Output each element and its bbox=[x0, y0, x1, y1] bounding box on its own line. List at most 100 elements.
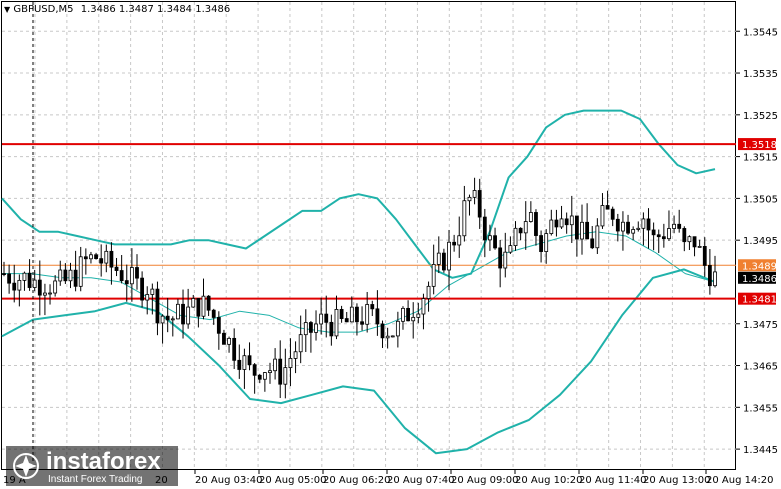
candle[interactable] bbox=[559, 205, 564, 230]
candle[interactable] bbox=[89, 251, 93, 264]
candle[interactable] bbox=[528, 201, 533, 223]
candle[interactable] bbox=[32, 269, 37, 292]
candle[interactable] bbox=[309, 320, 313, 353]
candle[interactable] bbox=[605, 190, 610, 210]
candle[interactable] bbox=[482, 208, 487, 258]
candle[interactable] bbox=[360, 306, 364, 331]
candle[interactable] bbox=[539, 230, 543, 263]
candle[interactable] bbox=[431, 244, 436, 295]
candle[interactable] bbox=[27, 259, 32, 291]
candle[interactable] bbox=[94, 252, 98, 260]
candle[interactable] bbox=[114, 257, 119, 277]
candle[interactable] bbox=[17, 274, 22, 307]
candle[interactable] bbox=[651, 222, 656, 251]
candle[interactable] bbox=[165, 297, 170, 333]
candle[interactable] bbox=[145, 286, 150, 315]
candle[interactable] bbox=[580, 204, 584, 255]
candle[interactable] bbox=[268, 362, 272, 384]
candle[interactable] bbox=[370, 300, 375, 317]
candle[interactable] bbox=[523, 201, 528, 250]
candle[interactable] bbox=[314, 310, 318, 341]
candle[interactable] bbox=[375, 290, 380, 336]
candle[interactable] bbox=[124, 264, 129, 302]
candle[interactable] bbox=[43, 283, 47, 316]
candle[interactable] bbox=[656, 229, 661, 254]
candle[interactable] bbox=[590, 226, 595, 250]
candle[interactable] bbox=[344, 311, 349, 323]
candle[interactable] bbox=[140, 271, 145, 308]
candle[interactable] bbox=[636, 221, 641, 232]
candle[interactable] bbox=[150, 283, 155, 315]
candle[interactable] bbox=[324, 295, 329, 338]
candle[interactable] bbox=[83, 248, 88, 275]
candle[interactable] bbox=[201, 278, 206, 320]
candle[interactable] bbox=[564, 212, 569, 234]
candle[interactable] bbox=[293, 341, 298, 374]
candle[interactable] bbox=[661, 223, 666, 248]
candle[interactable] bbox=[401, 306, 405, 330]
candle[interactable] bbox=[390, 335, 395, 338]
candle[interactable] bbox=[493, 227, 497, 250]
candle[interactable] bbox=[7, 264, 12, 294]
candle[interactable] bbox=[477, 178, 482, 229]
candle[interactable] bbox=[631, 226, 636, 241]
candle[interactable] bbox=[426, 281, 431, 312]
candle[interactable] bbox=[273, 348, 278, 380]
candle[interactable] bbox=[232, 328, 237, 369]
candle[interactable] bbox=[298, 315, 303, 364]
candle[interactable] bbox=[385, 327, 390, 349]
candle[interactable] bbox=[436, 236, 441, 274]
candle[interactable] bbox=[544, 229, 549, 264]
candle[interactable] bbox=[452, 234, 457, 252]
candle[interactable] bbox=[610, 206, 615, 227]
candle[interactable] bbox=[713, 255, 717, 288]
candle[interactable] bbox=[104, 244, 109, 273]
candle[interactable] bbox=[595, 218, 600, 254]
candle[interactable] bbox=[109, 242, 114, 285]
candle[interactable] bbox=[334, 295, 339, 340]
candle[interactable] bbox=[641, 212, 646, 246]
candle[interactable] bbox=[48, 284, 52, 305]
candle[interactable] bbox=[211, 308, 216, 325]
candle[interactable] bbox=[329, 314, 334, 346]
candle[interactable] bbox=[687, 235, 692, 250]
candle[interactable] bbox=[441, 248, 446, 273]
candle[interactable] bbox=[129, 248, 134, 302]
candle[interactable] bbox=[216, 311, 221, 350]
candle[interactable] bbox=[513, 221, 518, 251]
candle[interactable] bbox=[68, 262, 73, 289]
candle[interactable] bbox=[585, 203, 590, 240]
candle[interactable] bbox=[73, 250, 78, 292]
candle[interactable] bbox=[554, 209, 559, 237]
candle[interactable] bbox=[498, 240, 503, 288]
candle[interactable] bbox=[534, 209, 538, 246]
candle[interactable] bbox=[672, 215, 676, 234]
candle[interactable] bbox=[99, 244, 104, 277]
candle[interactable] bbox=[508, 236, 513, 254]
candle[interactable] bbox=[406, 300, 410, 322]
chart-menu-arrow-icon[interactable]: ▼ bbox=[4, 5, 11, 14]
candle[interactable] bbox=[53, 275, 58, 297]
candle[interactable] bbox=[170, 316, 175, 337]
candle[interactable] bbox=[78, 246, 83, 292]
candle[interactable] bbox=[262, 371, 267, 392]
candle[interactable] bbox=[457, 216, 462, 258]
candle[interactable] bbox=[677, 209, 682, 233]
candle[interactable] bbox=[626, 214, 630, 235]
candle[interactable] bbox=[697, 239, 702, 248]
candle[interactable] bbox=[518, 227, 523, 241]
candle[interactable] bbox=[355, 303, 359, 336]
candle[interactable] bbox=[707, 249, 712, 295]
candle[interactable] bbox=[135, 254, 139, 290]
candle[interactable] bbox=[574, 215, 579, 257]
candle[interactable] bbox=[411, 302, 416, 339]
candles[interactable] bbox=[2, 177, 717, 399]
candle[interactable] bbox=[176, 298, 180, 320]
candle[interactable] bbox=[206, 295, 211, 317]
candle[interactable] bbox=[222, 329, 226, 345]
candle[interactable] bbox=[621, 211, 625, 251]
candle[interactable] bbox=[467, 194, 472, 216]
candle[interactable] bbox=[12, 264, 17, 303]
candle[interactable] bbox=[503, 232, 508, 278]
